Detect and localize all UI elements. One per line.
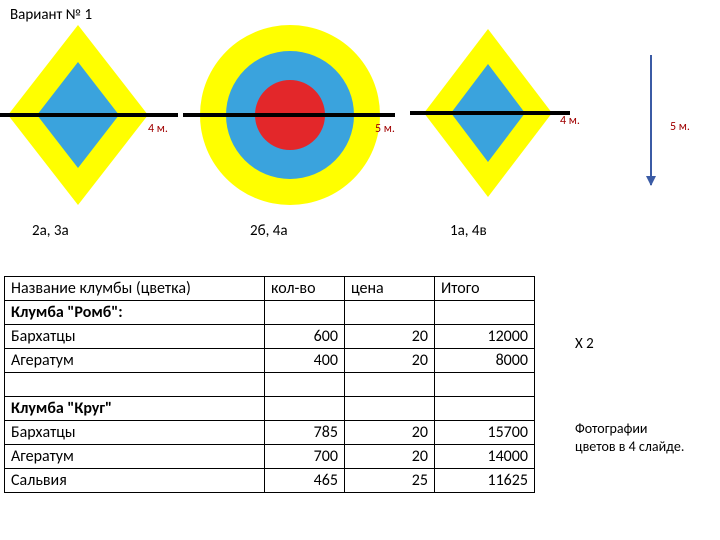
- circle-hline: [183, 113, 395, 117]
- table-row: [5, 373, 535, 397]
- diamond1-hline: [0, 113, 178, 117]
- table-row: Бархатцы6002012000: [5, 325, 535, 349]
- table-row: Клумба "Ромб":: [5, 301, 535, 325]
- col-header-1: кол-во: [265, 277, 345, 301]
- length-arrow: [650, 55, 652, 185]
- col-header-2: цена: [345, 277, 435, 301]
- table-row: Клумба "Круг": [5, 397, 535, 421]
- table-row: Агератум400208000: [5, 349, 535, 373]
- diamond2-dim: 4 м.: [560, 114, 580, 128]
- fig1-caption: 2а, 3а: [32, 222, 69, 240]
- col-header-3: Итого: [435, 277, 535, 301]
- table-row: Сальвия4652511625: [5, 469, 535, 493]
- circle-dim: 5 м.: [375, 122, 395, 136]
- diamond1-dim: 4 м.: [148, 122, 168, 136]
- diamond2-hline: [410, 111, 570, 115]
- figures-area: 4 м. 5 м. 4 м. 5 м.: [0, 20, 720, 220]
- arrow-dim: 5 м.: [670, 120, 690, 134]
- table-row: Агератум7002014000: [5, 445, 535, 469]
- fig3-caption: 1а, 4в: [450, 222, 487, 240]
- photo-note: Фотографии цветов в 4 слайде.: [575, 420, 685, 455]
- col-header-0: Название клумбы (цветка): [5, 277, 265, 301]
- multiply-note: Х 2: [575, 335, 594, 353]
- table-row: Бархатцы7852015700: [5, 421, 535, 445]
- fig2-caption: 2б, 4а: [250, 222, 288, 240]
- cost-table: Название клумбы (цветка)кол-воценаИтогоК…: [4, 276, 534, 493]
